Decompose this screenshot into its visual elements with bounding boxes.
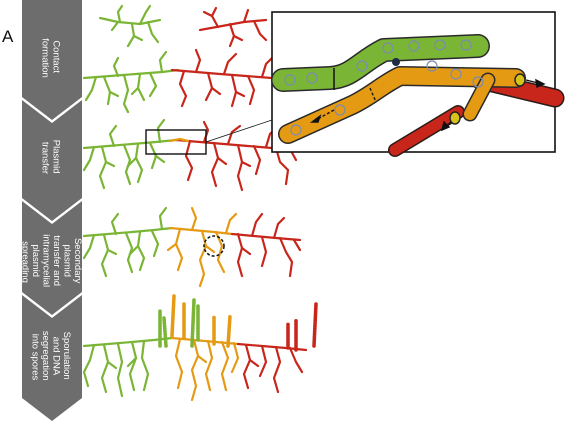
transconjugant-branch-fill — [464, 74, 494, 120]
spore-chain — [190, 298, 196, 348]
row-4-mycelia — [82, 206, 302, 288]
transconjugant-mycelium — [166, 206, 238, 288]
donor-hypha-fill — [272, 35, 489, 91]
recipient-mycelium — [236, 342, 308, 394]
recipient-mycelium — [198, 6, 268, 48]
spore-chain — [226, 314, 232, 348]
panel-b-hyphae — [271, 34, 565, 157]
step-label-2: Plasmid transfer — [40, 140, 62, 176]
step-label-3: Secondary plasmid transfer and intramyce… — [20, 234, 84, 289]
step-arrow-4 — [22, 295, 82, 421]
donor-mycelium — [82, 118, 178, 190]
spore-chain — [170, 294, 176, 338]
transfer-arrows — [309, 73, 546, 132]
step-label-1: Contact formation — [40, 38, 62, 78]
step-label-4: Sporulation and DNA segregation into spo… — [30, 331, 73, 383]
step-arrows — [22, 0, 82, 421]
plasmid-contact — [392, 58, 400, 66]
zoom-connector — [205, 119, 273, 143]
recipient-hypha-lower-fill — [389, 106, 464, 156]
donor-mycelium — [82, 50, 180, 114]
donor-mycelium — [82, 206, 174, 278]
nucleoids — [284, 39, 484, 136]
spreading-highlight-circle — [203, 235, 225, 257]
spore-chain — [312, 302, 318, 348]
row-2-mycelia — [82, 48, 300, 114]
recipient-mycelium — [230, 212, 302, 278]
row-1-mycelia — [98, 4, 268, 48]
spore-chain — [162, 316, 168, 348]
step-arrow-3 — [22, 201, 82, 315]
panel-b — [271, 11, 565, 157]
septum — [369, 87, 377, 103]
row-5-mycelia — [82, 294, 318, 402]
spore-chains — [158, 294, 318, 352]
step-arrow-2 — [22, 100, 82, 221]
panel-a-label: A — [2, 27, 14, 46]
step-arrow-1 — [22, 0, 82, 120]
transfer-segment — [168, 137, 190, 143]
transconjugant-hypha-fill — [279, 67, 525, 143]
row-3-mycelia — [82, 118, 300, 192]
donor-mycelium — [98, 4, 162, 48]
